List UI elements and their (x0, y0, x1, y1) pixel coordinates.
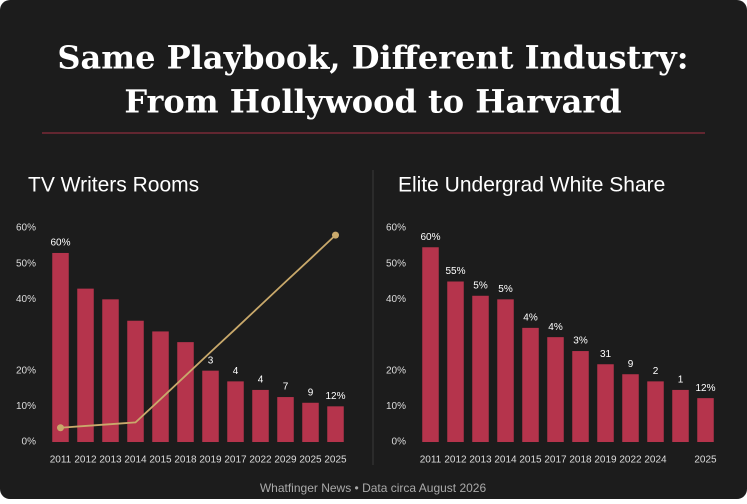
y-tick-label: 40% (386, 294, 406, 305)
bar-label: 3 (208, 355, 214, 366)
footer: Whatfinger News • Data circa August 2026 (260, 481, 487, 495)
bar (447, 281, 464, 442)
x-tick-label: 2014 (124, 455, 147, 466)
bar (547, 337, 564, 442)
y-tick-label: 20% (16, 365, 36, 376)
bar (597, 364, 614, 442)
x-tick-label: 2025 (324, 455, 347, 466)
bar (127, 320, 144, 442)
bar (647, 381, 664, 442)
bar (572, 351, 589, 442)
bar-label: 12% (325, 391, 345, 402)
y-tick-label: 0% (22, 437, 37, 448)
x-tick-label: 2018 (174, 455, 197, 466)
bar-label: 3% (573, 336, 588, 347)
bar (227, 381, 244, 442)
trend-line (60, 234, 337, 429)
bar (522, 327, 539, 442)
trend-marker (332, 231, 339, 239)
bar (622, 374, 639, 442)
bar (252, 389, 269, 442)
chart-title: Elite Undergrad White Share (398, 174, 665, 197)
bar (472, 295, 489, 442)
bar-label: 4% (523, 313, 538, 324)
y-tick-label: 40% (16, 294, 36, 305)
bar-label: 9 (628, 359, 634, 370)
y-tick-label: 60% (16, 223, 36, 234)
bar-label: 9 (308, 387, 314, 398)
bar (152, 331, 169, 442)
bar (202, 370, 219, 442)
bar (697, 398, 714, 442)
bar (52, 252, 69, 442)
x-tick-label: 2022 (249, 455, 272, 466)
bar (77, 288, 94, 442)
x-tick-label: 2022 (619, 455, 642, 466)
bar-label: 5% (498, 284, 513, 295)
x-tick-label: 2011 (50, 455, 72, 466)
x-tick-label: 2024 (644, 455, 667, 466)
y-tick-label: 10% (16, 401, 36, 412)
y-tick-label: 60% (386, 223, 406, 234)
chart-title: TV Writers Rooms (28, 174, 199, 197)
bar (497, 299, 514, 442)
bar (327, 406, 344, 442)
bar (302, 402, 319, 442)
x-tick-label: 2017 (224, 455, 247, 466)
x-tick-label: 2018 (569, 455, 592, 466)
bar (422, 247, 439, 442)
y-tick-label: 50% (386, 258, 406, 269)
x-tick-label: 2015 (149, 455, 172, 466)
bar (672, 389, 689, 442)
x-tick-label: 2025 (694, 455, 717, 466)
y-tick-label: 10% (386, 401, 406, 412)
x-tick-label: 2019 (199, 455, 222, 466)
bar-label: 2 (653, 366, 659, 377)
bar-label: 4 (258, 375, 264, 386)
bar-label: 4 (233, 366, 239, 377)
y-tick-label: 50% (16, 258, 36, 269)
x-tick-label: 2019 (594, 455, 617, 466)
title-line: Same Playbook, Different Industry: (57, 39, 688, 77)
x-tick-label: 2013 (469, 455, 492, 466)
bar-label: 60% (420, 232, 440, 243)
bar (102, 299, 119, 442)
bar (177, 342, 194, 442)
title-line: From Hollywood to Harvard (124, 83, 621, 121)
x-tick-label: 2013 (99, 455, 122, 466)
bar-label: 12% (695, 383, 715, 394)
y-tick-label: 20% (386, 365, 406, 376)
bar-label: 1 (678, 375, 684, 386)
x-tick-label: 2015 (519, 455, 542, 466)
bar-label: 4% (548, 322, 563, 333)
bar-label: 55% (445, 266, 465, 277)
bar-label: 31 (600, 349, 612, 360)
bar-label: 60% (50, 238, 70, 249)
trend-marker (57, 424, 64, 432)
x-tick-label: 2017 (544, 455, 567, 466)
x-tick-label: 2014 (494, 455, 517, 466)
bar-label: 7 (283, 382, 289, 393)
x-tick-label: 2011 (420, 455, 442, 466)
bar (277, 397, 294, 442)
x-tick-label: 2012 (444, 455, 467, 466)
x-tick-label: 2029 (274, 455, 297, 466)
x-tick-label: 2012 (74, 455, 97, 466)
bar-label: 5% (473, 280, 488, 291)
y-tick-label: 0% (392, 437, 407, 448)
x-tick-label: 2025 (299, 455, 322, 466)
